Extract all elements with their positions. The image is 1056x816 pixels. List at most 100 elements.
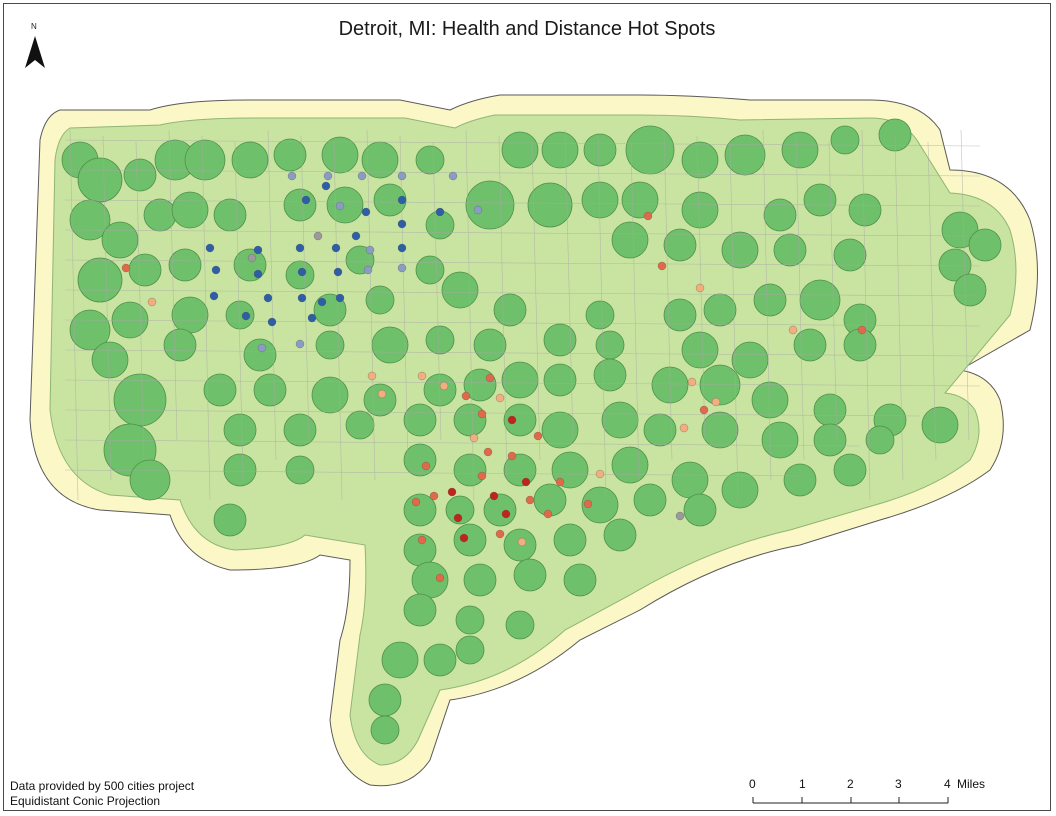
hot-spot-point	[421, 461, 431, 471]
service-area-blob	[527, 182, 573, 228]
data-source-text: Data provided by 500 cities project	[10, 779, 195, 793]
service-area-blob	[865, 425, 895, 455]
service-area-blob	[625, 125, 675, 175]
service-area-blob	[921, 406, 959, 444]
service-area-blob	[721, 231, 759, 269]
service-area-blob	[833, 238, 867, 272]
service-area-blob	[113, 373, 167, 427]
service-area-blob	[403, 593, 437, 627]
hot-spot-point	[253, 269, 263, 279]
hot-spot-point	[643, 211, 653, 221]
tract-line	[498, 135, 508, 481]
hot-spot-point	[377, 389, 387, 399]
service-area-blob	[111, 301, 149, 339]
service-area-blob	[563, 563, 597, 597]
service-area-blob	[761, 421, 799, 459]
tract-line	[828, 141, 838, 441]
hot-spot-point	[365, 245, 375, 255]
hot-spot-point	[495, 393, 505, 403]
hot-spot-point	[367, 371, 377, 381]
tract-line	[64, 469, 801, 477]
service-area-blob	[283, 413, 317, 447]
hot-spot-point	[297, 267, 307, 277]
service-area-blob	[611, 446, 649, 484]
hot-spot-point	[317, 297, 327, 307]
service-area-blob	[781, 131, 819, 169]
service-area-blob	[213, 198, 247, 232]
service-area-blob	[543, 363, 577, 397]
service-area-blob	[793, 328, 827, 362]
service-area-blob	[455, 635, 485, 665]
service-area-blob	[581, 181, 619, 219]
service-area-blob	[611, 221, 649, 259]
tract-line	[64, 379, 981, 387]
service-area-blob	[129, 459, 171, 501]
map-title: Detroit, MI: Health and Distance Hot Spo…	[338, 18, 716, 40]
service-area-blob	[453, 403, 487, 437]
service-area-blob	[223, 453, 257, 487]
hot-spot-point	[507, 451, 517, 461]
tract-line	[630, 141, 640, 481]
tract-line	[64, 259, 981, 267]
service-area-blob	[501, 131, 539, 169]
service-area-blob	[203, 373, 237, 407]
hot-spot-point	[657, 261, 667, 271]
service-area-blob	[941, 211, 979, 249]
hot-spot-point	[301, 195, 311, 205]
service-area-blob	[633, 483, 667, 517]
service-area-blob	[601, 401, 639, 439]
service-area-blob	[370, 715, 400, 745]
hot-spot-point	[461, 391, 471, 401]
service-area-blob	[77, 157, 123, 203]
service-area-blob	[724, 134, 766, 176]
hot-spot-point	[263, 293, 273, 303]
service-area-blob	[253, 373, 287, 407]
service-area-blob	[848, 193, 882, 227]
north-arrow-icon	[22, 22, 48, 72]
service-area-blob	[101, 221, 139, 259]
tract-line	[168, 129, 178, 441]
service-area-blob	[783, 463, 817, 497]
tract-line	[64, 169, 981, 177]
service-area-blob	[833, 453, 867, 487]
hot-spot-point	[335, 293, 345, 303]
service-area-blob	[595, 330, 625, 360]
tract-line	[531, 141, 541, 461]
service-area-blob	[843, 328, 877, 362]
hot-spot-point	[397, 243, 407, 253]
scale-tick-4: 4	[944, 777, 951, 791]
hot-spot-point	[459, 533, 469, 543]
service-area-blob	[91, 341, 129, 379]
service-area-blob	[365, 285, 395, 315]
hot-spot-point	[287, 171, 297, 181]
hot-spot-point	[699, 405, 709, 415]
service-area-blobs	[61, 118, 1002, 745]
service-area-blob	[671, 461, 709, 499]
tract-line	[861, 129, 871, 501]
service-area-blob	[731, 341, 769, 379]
service-area-blob	[543, 323, 577, 357]
scale-tick-1: 1	[799, 777, 806, 791]
hot-spot-point	[257, 343, 267, 353]
tract-line	[894, 135, 904, 481]
service-area-blob	[493, 293, 527, 327]
hot-spot-point	[313, 231, 323, 241]
service-area-blob	[463, 563, 497, 597]
hot-spot-point	[295, 243, 305, 253]
service-area-blob	[453, 523, 487, 557]
hot-spot-point	[331, 243, 341, 253]
service-area-blob	[968, 228, 1002, 262]
service-area-blob	[803, 183, 837, 217]
hot-spot-point	[247, 253, 257, 263]
tract-line	[300, 135, 310, 441]
service-area-blob	[77, 257, 123, 303]
service-area-blob	[953, 273, 987, 307]
service-area-blob	[830, 125, 860, 155]
service-area-blob	[225, 300, 255, 330]
service-area-blob	[581, 486, 619, 524]
hot-spot-point	[397, 195, 407, 205]
hot-spot-point	[411, 497, 421, 507]
service-area-blob	[285, 455, 315, 485]
service-area-blob	[465, 180, 515, 230]
